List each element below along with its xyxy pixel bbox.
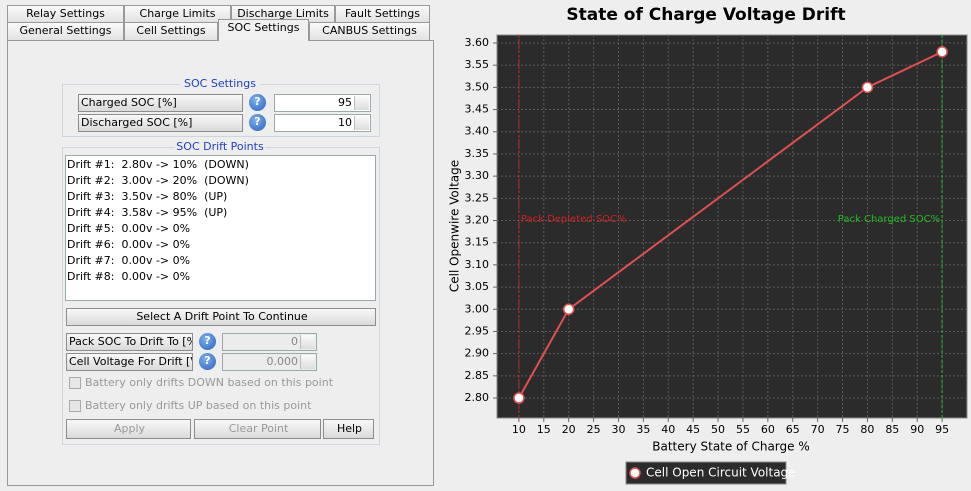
list-item[interactable]: Drift #4: 3.58v -> 95% (UP) xyxy=(67,206,228,219)
x-tick-label: 85 xyxy=(885,423,899,436)
x-tick-label: 30 xyxy=(611,423,625,436)
legend-box xyxy=(625,461,787,485)
plot-area xyxy=(496,34,968,419)
list-item[interactable]: Drift #7: 0.00v -> 0% xyxy=(67,254,191,267)
chart-title: State of Charge Voltage Drift xyxy=(566,5,845,25)
number-input[interactable]: 0.000 xyxy=(222,353,317,371)
y-tick-label: 3.50 xyxy=(465,80,490,93)
data-point xyxy=(562,303,575,316)
checkbox-label: Battery only drifts UP based on this poi… xyxy=(85,399,312,412)
marker-label: Pack Charged SOC% xyxy=(838,214,940,225)
y-tick-label: 3.55 xyxy=(465,58,490,71)
y-tick-label: 3.25 xyxy=(465,191,490,204)
x-tick-label: 25 xyxy=(587,423,601,436)
y-tick-label: 3.00 xyxy=(465,302,490,315)
x-tick-label: 70 xyxy=(811,423,825,436)
spinner[interactable] xyxy=(354,96,369,110)
label: Discharged SOC [%] xyxy=(78,114,243,132)
tab[interactable]: Discharge Limits xyxy=(231,5,335,22)
help-icon[interactable]: ? xyxy=(199,333,216,350)
list-item[interactable]: Drift #3: 3.50v -> 80% (UP) xyxy=(67,190,228,203)
y-tick-label: 2.95 xyxy=(465,324,490,337)
value: 10 xyxy=(338,116,352,129)
y-tick-label: 3.15 xyxy=(465,236,490,249)
checkbox-label: Battery only drifts DOWN based on this p… xyxy=(85,376,334,389)
list-item[interactable]: Drift #5: 0.00v -> 0% xyxy=(67,222,191,235)
number-input[interactable]: 95 xyxy=(274,94,371,112)
button[interactable]: Apply xyxy=(66,419,191,439)
value: 0 xyxy=(291,335,298,348)
group-title: SOC Settings xyxy=(180,77,260,91)
x-tick-label: 40 xyxy=(661,423,675,436)
y-tick-label: 3.30 xyxy=(465,169,490,182)
number-input[interactable]: 0 xyxy=(222,333,317,351)
x-tick-label: 95 xyxy=(935,423,949,436)
legend-symbol xyxy=(629,467,641,479)
group-title: SOC Drift Points xyxy=(175,140,265,154)
value: 95 xyxy=(338,96,352,109)
x-tick-label: 80 xyxy=(860,423,874,436)
drift-list[interactable]: Drift #1: 2.80v -> 10% (DOWN) Drift #2: 3… xyxy=(65,155,376,301)
y-tick-label: 3.35 xyxy=(465,147,490,160)
list-item[interactable]: Drift #1: 2.80v -> 10% (DOWN) xyxy=(67,158,249,171)
y-axis-label: Cell Openwire Voltage xyxy=(448,160,462,292)
x-tick-label: 75 xyxy=(836,423,850,436)
value: 0.000 xyxy=(266,355,299,368)
y-tick-label: 3.10 xyxy=(465,258,490,271)
list-item[interactable]: Drift #2: 3.00v -> 20% (DOWN) xyxy=(67,174,249,187)
button[interactable]: Help xyxy=(323,419,374,439)
x-axis-label: Battery State of Charge % xyxy=(652,440,809,454)
tab[interactable]: Fault Settings xyxy=(335,5,430,22)
button[interactable]: Clear Point xyxy=(194,419,321,439)
help-icon[interactable]: ? xyxy=(249,114,266,131)
series-line xyxy=(518,50,943,399)
tab[interactable]: General Settings xyxy=(7,22,124,40)
help-icon[interactable]: ? xyxy=(199,353,216,370)
x-tick-label: 60 xyxy=(761,423,775,436)
help-icon[interactable]: ? xyxy=(249,94,266,111)
tab-selected[interactable]: SOC Settings xyxy=(218,19,309,41)
y-tick-label: 3.40 xyxy=(465,125,490,138)
y-tick-label: 2.85 xyxy=(465,369,490,382)
x-tick-label: 65 xyxy=(786,423,800,436)
x-tick-label: 15 xyxy=(537,423,551,436)
list-item[interactable]: Drift #8: 0.00v -> 0% xyxy=(67,270,191,283)
tab[interactable]: Cell Settings xyxy=(124,22,218,40)
y-tick-label: 2.90 xyxy=(465,347,490,360)
spinner[interactable] xyxy=(300,335,315,349)
y-tick-label: 3.45 xyxy=(465,103,490,116)
spinner[interactable] xyxy=(354,116,369,130)
label: Cell Voltage For Drift [V] xyxy=(66,353,193,371)
legend: Cell Open Circuit Voltage xyxy=(625,461,796,485)
legend-label: Cell Open Circuit Voltage xyxy=(646,466,796,480)
x-tick-label: 90 xyxy=(910,423,924,436)
tab[interactable]: Relay Settings xyxy=(7,5,124,22)
marker-label: Pack Depleted SOC% xyxy=(521,214,627,225)
tab[interactable]: Charge Limits xyxy=(124,5,231,22)
y-tick-label: 3.60 xyxy=(465,36,490,49)
label: Pack SOC To Drift To [%] xyxy=(66,333,193,351)
button[interactable]: Select A Drift Point To Continue xyxy=(66,308,376,326)
x-tick-label: 55 xyxy=(736,423,750,436)
chart: State of Charge Voltage Drift Battery St… xyxy=(448,5,968,485)
spinner[interactable] xyxy=(300,355,315,369)
y-tick-label: 3.20 xyxy=(465,214,490,227)
x-tick-label: 45 xyxy=(686,423,700,436)
data-point xyxy=(513,392,525,404)
x-tick-label: 50 xyxy=(711,423,725,436)
number-input[interactable]: 10 xyxy=(274,114,371,132)
y-tick-label: 2.80 xyxy=(465,391,490,404)
data-point xyxy=(936,46,948,58)
data-point xyxy=(861,81,874,94)
x-tick-label: 35 xyxy=(636,423,650,436)
tab[interactable]: CANBUS Settings xyxy=(309,22,430,40)
x-tick-label: 20 xyxy=(562,423,576,436)
y-tick-label: 3.05 xyxy=(465,280,490,293)
label: Charged SOC [%] xyxy=(78,94,243,112)
checkbox[interactable] xyxy=(69,377,81,389)
list-item[interactable]: Drift #6: 0.00v -> 0% xyxy=(67,238,191,251)
x-tick-label: 10 xyxy=(512,423,526,436)
checkbox[interactable] xyxy=(69,400,81,412)
